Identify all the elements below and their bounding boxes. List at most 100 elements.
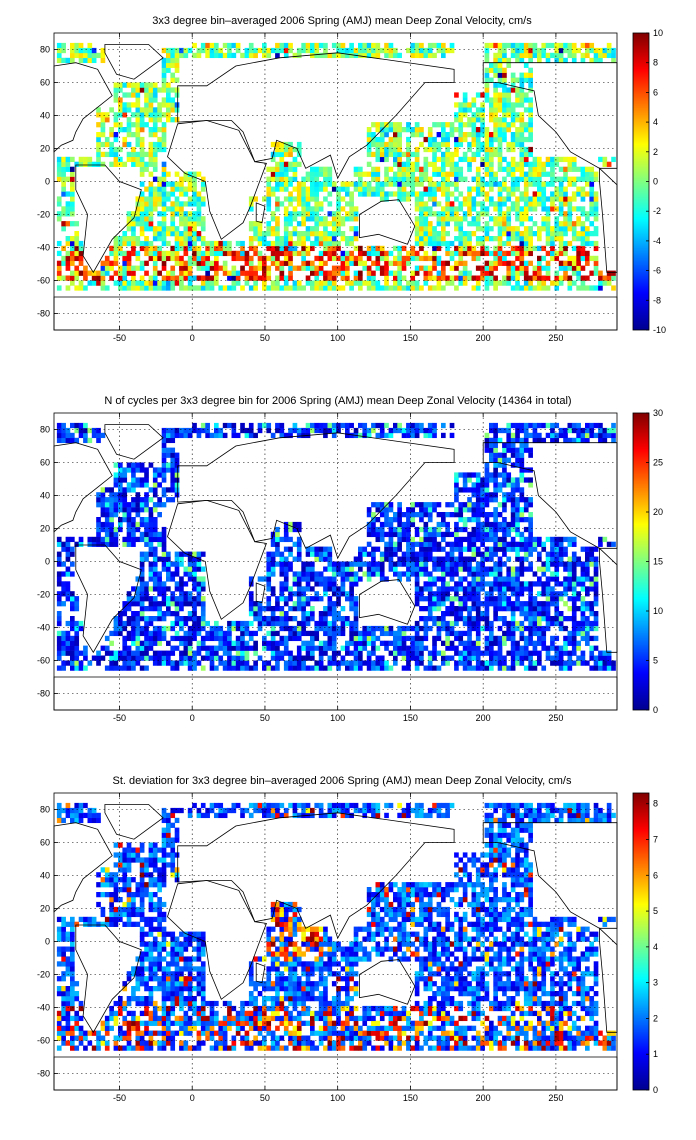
- bin-cell: [192, 556, 197, 562]
- bin-cell: [406, 285, 411, 291]
- bin-cell: [288, 161, 293, 167]
- bin-cell: [96, 531, 101, 538]
- bin-cell: [122, 541, 128, 547]
- bin-cell: [375, 635, 381, 642]
- bin-cell: [515, 576, 520, 582]
- bin-cell: [296, 47, 302, 54]
- bin-cell: [144, 97, 149, 103]
- bin-cell: [349, 561, 354, 567]
- bin-cell: [480, 176, 485, 182]
- bin-cell: [240, 640, 245, 646]
- bin-cell: [187, 571, 193, 577]
- bin-cell: [545, 566, 551, 572]
- bin-cell: [283, 221, 289, 227]
- bin-cell: [497, 635, 503, 642]
- bin-cell: [296, 596, 302, 602]
- bin-cell: [502, 221, 507, 227]
- bin-cell: [340, 591, 346, 597]
- bin-cell: [301, 285, 306, 291]
- bin-cell: [515, 591, 520, 597]
- bin-cell: [471, 640, 477, 646]
- bin-cell: [323, 176, 328, 182]
- bin-cell: [393, 541, 398, 547]
- bin-cell: [523, 211, 529, 217]
- bin-cell: [532, 275, 538, 281]
- bin-cell: [362, 645, 368, 651]
- bin-cell: [135, 141, 141, 148]
- bin-cell: [467, 236, 472, 242]
- bin-cell: [279, 635, 285, 642]
- bin-cell: [327, 211, 333, 217]
- bin-cell: [174, 250, 180, 257]
- bin-cell: [427, 546, 433, 552]
- bin-cell: [358, 630, 363, 637]
- bin-cell: [323, 270, 328, 276]
- bin-cell: [515, 275, 520, 281]
- bin-cell: [310, 245, 315, 252]
- bin-cell: [310, 260, 315, 266]
- bin-cell: [61, 186, 66, 192]
- bin-cell: [152, 201, 158, 207]
- bin-cell: [489, 660, 494, 666]
- bin-cell: [388, 541, 394, 547]
- bin-cell: [475, 650, 481, 656]
- bin-cell: [567, 211, 573, 217]
- bin-cell: [379, 181, 385, 187]
- bin-cell: [270, 280, 276, 286]
- bin-cell: [192, 571, 197, 577]
- bin-cell: [161, 536, 167, 543]
- bin-cell: [545, 655, 551, 661]
- bin-cell: [554, 206, 560, 212]
- bin-cell: [541, 625, 547, 632]
- bin-cell: [166, 586, 171, 592]
- bin-cell: [493, 531, 498, 538]
- bin-cell: [554, 635, 560, 642]
- bin-cell: [519, 231, 525, 237]
- bin-cell: [91, 47, 97, 54]
- bin-cell: [353, 280, 359, 286]
- bin-cell: [506, 206, 512, 212]
- bin-cell: [227, 665, 232, 671]
- bin-cell: [589, 285, 595, 291]
- bin-cell: [166, 601, 171, 607]
- bin-cell: [545, 285, 551, 291]
- bin-cell: [148, 250, 154, 257]
- bin-cell: [126, 250, 132, 257]
- bin-cell: [410, 186, 416, 192]
- bin-cell: [288, 591, 293, 597]
- bin-cell: [379, 196, 385, 202]
- bin-cell: [519, 546, 525, 552]
- bin-cell: [375, 122, 381, 128]
- bin-cell: [353, 561, 359, 567]
- bin-cell: [414, 566, 420, 572]
- bin-cell: [379, 561, 385, 567]
- bin-cell: [497, 151, 503, 158]
- bin-cell: [135, 601, 141, 607]
- bin-cell: [214, 240, 219, 247]
- bin-cell: [122, 620, 128, 627]
- bin-cell: [305, 655, 311, 661]
- bin-cell: [100, 265, 106, 271]
- bin-cell: [131, 650, 136, 656]
- bin-cell: [161, 231, 167, 237]
- bin-cell: [292, 206, 298, 212]
- bin-cell: [174, 231, 180, 237]
- bin-cell: [414, 556, 420, 562]
- bin-cell: [384, 250, 389, 257]
- bin-cell: [288, 536, 293, 543]
- bin-cell: [449, 122, 455, 128]
- bin-cell: [113, 161, 119, 167]
- bin-cell: [493, 566, 498, 572]
- bin-cell: [515, 245, 520, 252]
- bin-cell: [170, 265, 176, 271]
- bin-cell: [235, 660, 241, 666]
- bin-cell: [493, 285, 498, 291]
- bin-cell: [388, 166, 394, 172]
- bin-cell: [279, 201, 285, 207]
- bin-cell: [310, 191, 315, 197]
- bin-cell: [331, 576, 337, 582]
- bin-cell: [506, 541, 512, 547]
- bin-cell: [262, 280, 267, 286]
- bin-cell: [314, 191, 320, 197]
- bin-cell: [135, 82, 141, 88]
